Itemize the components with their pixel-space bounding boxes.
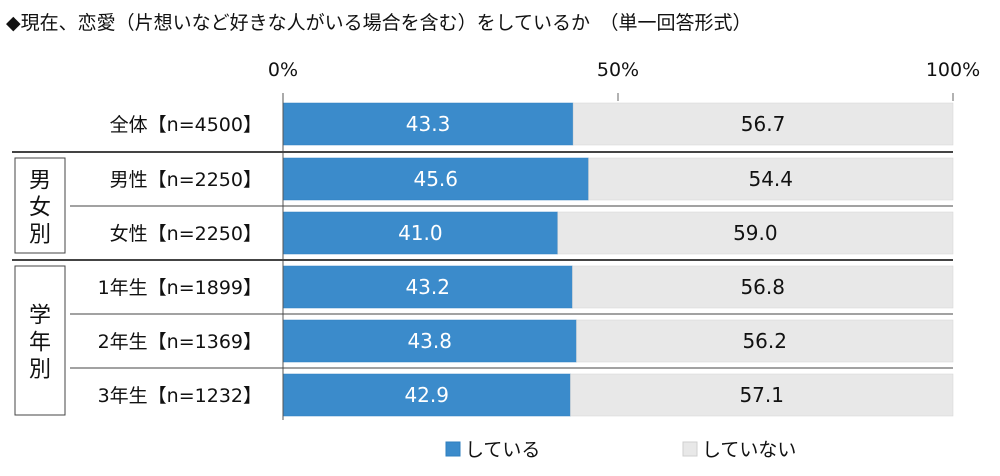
- legend-swatch: [445, 441, 461, 457]
- x-tick-label: 100%: [926, 59, 980, 81]
- category-label: 男性【n=2250】: [110, 169, 262, 191]
- bar-segment-shiteinai: [588, 157, 954, 201]
- group-label-char: 年: [29, 331, 51, 356]
- category-label: 女性【n=2250】: [110, 223, 262, 245]
- data-label: 43.2: [405, 275, 450, 299]
- group-label-char: 男: [29, 169, 51, 194]
- data-label: 56.2: [742, 329, 787, 353]
- data-label: 43.3: [406, 112, 451, 136]
- x-tick-label: 0%: [268, 59, 298, 81]
- data-label: 56.7: [741, 112, 786, 136]
- data-label: 43.8: [407, 329, 452, 353]
- bar-segment-shiteiru: [282, 319, 577, 363]
- data-label: 57.1: [739, 383, 784, 407]
- legend-label: している: [465, 439, 540, 461]
- group-label-char: 別: [29, 358, 51, 383]
- group-label-char: 学: [29, 304, 51, 329]
- group-label-char: 別: [29, 223, 51, 248]
- bar-segment-shiteinai: [572, 265, 954, 309]
- bar-segment-shiteinai: [570, 373, 954, 417]
- bar-segment-shiteinai: [576, 319, 954, 363]
- data-label: 42.9: [404, 383, 449, 407]
- group-label-char: 女: [29, 196, 51, 221]
- bar-segment-shiteiru: [282, 211, 558, 255]
- bar-segment-shiteiru: [282, 157, 589, 201]
- category-label: 1年生【n=1899】: [98, 277, 262, 299]
- data-label: 59.0: [733, 221, 778, 245]
- data-label: 45.6: [413, 167, 458, 191]
- category-label: 全体【n=4500】: [110, 114, 262, 136]
- legend-label: していない: [702, 439, 796, 461]
- data-label: 56.8: [740, 275, 785, 299]
- category-label: 2年生【n=1369】: [98, 331, 262, 353]
- group-box: [14, 157, 66, 254]
- bar-segment-shiteinai: [557, 211, 954, 255]
- group-box: [14, 265, 66, 416]
- data-label: 54.4: [748, 167, 793, 191]
- legend-swatch: [682, 441, 698, 457]
- bar-segment-shiteiru: [282, 102, 574, 146]
- bar-segment-shiteiru: [282, 265, 573, 309]
- chart-title: ◆現在、恋愛（片想いなど好きな人がいる場合を含む）をしているか （単一回答形式）: [6, 12, 752, 34]
- bar-segment-shiteinai: [572, 102, 954, 146]
- data-label: 41.0: [398, 221, 443, 245]
- x-tick-label: 50%: [597, 59, 639, 81]
- bar-segment-shiteiru: [282, 373, 571, 417]
- category-label: 3年生【n=1232】: [98, 385, 262, 407]
